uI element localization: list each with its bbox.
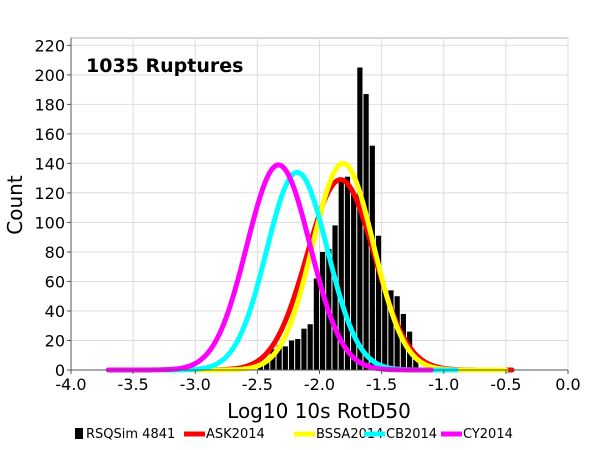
legend-label: CB2014 <box>386 427 437 442</box>
histogram-bar <box>288 340 295 370</box>
y-tick-label: 220 <box>34 36 65 55</box>
x-tick-label: -1.0 <box>428 375 459 394</box>
histogram-bar <box>344 176 351 370</box>
histogram-bar <box>307 324 313 370</box>
legend-swatch <box>75 428 83 439</box>
histogram-bar <box>301 328 307 370</box>
histogram-bar <box>264 362 270 370</box>
histogram-bar <box>388 290 394 370</box>
y-tick-labels: 0 20 40 60 80 100 120 140 160 180 200 220 <box>34 36 65 380</box>
histogram-bar <box>313 278 319 370</box>
legend-item: ASK2014 <box>184 427 265 442</box>
x-tick-label: -2.5 <box>242 375 273 394</box>
y-tick-label: 80 <box>45 243 65 262</box>
axes <box>67 38 569 374</box>
histogram-bar <box>338 178 344 370</box>
x-tick-label: -2.0 <box>304 375 335 394</box>
histogram-bar <box>357 67 363 370</box>
x-tick-label: -4.0 <box>55 375 86 394</box>
x-tick-labels: -4.0 -3.5 -3.0 -2.5 -2.0 -1.5 -1.0 -0.5 0.0 <box>55 375 580 394</box>
x-tick-label: -1.5 <box>366 375 397 394</box>
y-tick-label: 60 <box>45 272 65 291</box>
y-tick-label: 120 <box>34 184 65 203</box>
y-tick-label: 0 <box>55 361 65 380</box>
legend-item: BSSA2014 <box>294 427 383 442</box>
histogram-bar <box>375 235 382 370</box>
histogram-bar <box>295 339 301 370</box>
histogram-bar <box>369 145 375 370</box>
y-tick-label: 180 <box>34 95 65 114</box>
histogram-bar <box>382 288 388 370</box>
y-axis-title: Count <box>3 175 27 235</box>
y-tick-label: 160 <box>34 125 65 144</box>
y-tick-label: 20 <box>45 331 65 350</box>
y-tick-label: 140 <box>34 154 65 173</box>
x-tick-label: 0.0 <box>555 375 580 394</box>
histogram-bar <box>276 344 282 370</box>
histogram-bar <box>332 225 338 370</box>
x-tick-label: -0.5 <box>490 375 521 394</box>
histogram-bar <box>351 192 357 370</box>
legend-label: CY2014 <box>463 427 513 442</box>
x-axis-title: Log10 10s RotD50 <box>227 399 411 423</box>
histogram-bar <box>413 359 419 370</box>
histogram-bar <box>270 349 276 370</box>
y-tick-label: 100 <box>34 213 65 232</box>
y-tick-label: 40 <box>45 302 65 321</box>
legend: RSQSim 4841 ASK2014 BSSA2014 CB2014 CY2014 <box>75 427 513 442</box>
y-tick-label: 200 <box>34 66 65 85</box>
rupture-count-annotation: 1035 Ruptures <box>86 55 243 77</box>
x-tick-label: -3.0 <box>180 375 211 394</box>
legend-item: CB2014 <box>364 427 437 442</box>
legend-item: RSQSim 4841 <box>75 427 175 442</box>
histogram-bar <box>282 346 288 370</box>
legend-label: ASK2014 <box>206 427 265 442</box>
legend-label: BSSA2014 <box>316 427 383 442</box>
x-tick-label: -3.5 <box>118 375 149 394</box>
legend-item: CY2014 <box>441 427 513 442</box>
legend-label: RSQSim 4841 <box>86 427 175 442</box>
histogram-bar <box>320 251 326 370</box>
